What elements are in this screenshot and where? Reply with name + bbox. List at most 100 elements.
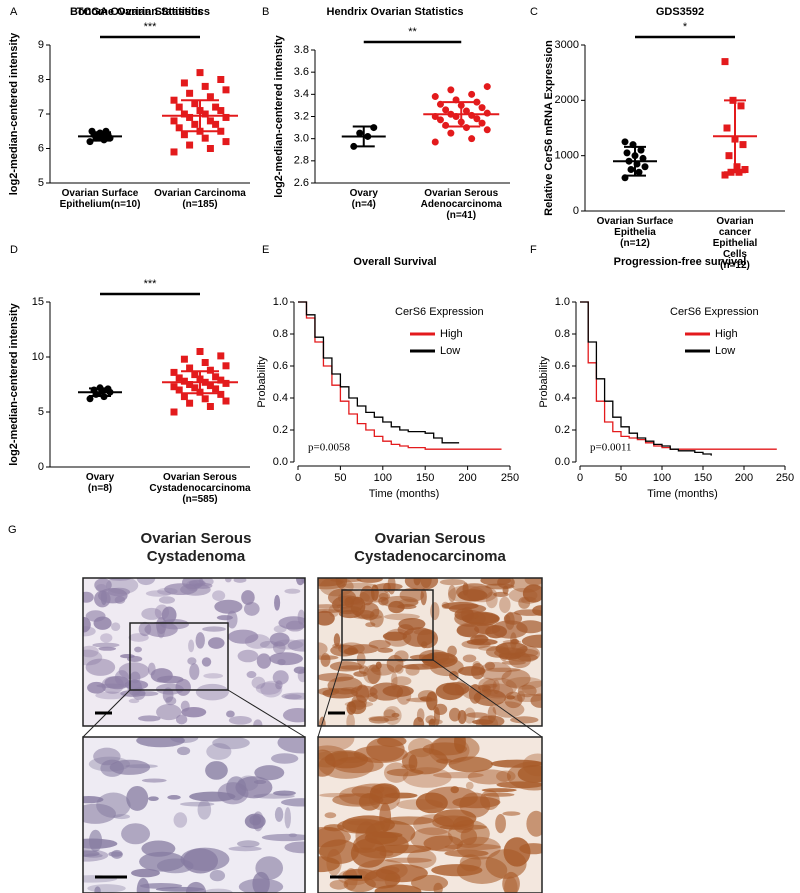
tissue-blob xyxy=(413,814,455,836)
data-point xyxy=(180,377,188,385)
data-point xyxy=(180,79,188,87)
y-axis-label: log2-median-centered intensity xyxy=(8,32,20,195)
tissue-blob xyxy=(85,658,116,676)
tissue-blob xyxy=(167,795,181,800)
tissue-blob xyxy=(353,614,383,620)
tissue-blob xyxy=(368,716,389,724)
tissue-blob xyxy=(318,578,346,590)
tissue-blob xyxy=(367,664,381,685)
tissue-blob xyxy=(365,622,376,628)
data-point xyxy=(431,138,439,146)
tissue-blob xyxy=(281,692,305,700)
data-point xyxy=(201,134,209,142)
tissue-blob xyxy=(397,624,414,636)
tissue-blob xyxy=(407,849,437,869)
data-point xyxy=(627,166,635,173)
data-point xyxy=(170,368,178,376)
tissue-blob xyxy=(201,657,212,667)
x-tick-label: Ovarian Carcinoma (n=185) xyxy=(154,188,246,210)
x-tick-label: 250 xyxy=(501,472,519,484)
data-point xyxy=(212,373,220,381)
x-tick-label: 100 xyxy=(653,472,671,484)
tissue-blob xyxy=(501,660,526,665)
tissue-blob xyxy=(236,840,260,848)
tissue-blob xyxy=(95,691,127,700)
data-point xyxy=(196,348,204,355)
data-point xyxy=(462,124,470,132)
panel-label: G xyxy=(8,524,17,536)
y-tick-label: 0.0 xyxy=(273,456,288,468)
y-tick-label: 10 xyxy=(32,351,44,363)
tissue-blob xyxy=(375,864,428,883)
y-tick-label: 5 xyxy=(38,406,44,418)
data-point xyxy=(191,100,199,108)
y-tick-label: 0.4 xyxy=(555,392,570,404)
tissue-blob xyxy=(278,616,305,630)
tissue-blob xyxy=(452,796,501,809)
data-point xyxy=(186,89,194,97)
data-point xyxy=(175,386,183,394)
y-axis-label: log2-median-centered intensity xyxy=(8,302,20,465)
data-point xyxy=(180,393,188,401)
data-point xyxy=(436,116,444,124)
tissue-blob xyxy=(432,772,484,779)
tissue-blob xyxy=(287,639,305,652)
tissue-blob xyxy=(365,820,416,847)
tissue-blob xyxy=(383,762,409,783)
tissue-blob xyxy=(318,737,355,752)
tissue-blob xyxy=(272,670,289,685)
tissue-blob xyxy=(141,778,167,783)
legend-label: High xyxy=(715,328,738,340)
tissue-blob xyxy=(466,712,488,718)
tissue-blob xyxy=(212,737,250,750)
tissue-blob xyxy=(120,690,146,697)
data-point xyxy=(186,364,194,372)
data-point xyxy=(175,124,183,132)
tissue-blob xyxy=(233,578,247,583)
data-point xyxy=(212,103,220,111)
tissue-blob xyxy=(470,634,489,644)
y-axis-label: Relative CerS6 mRNA Expression xyxy=(543,40,555,216)
data-point xyxy=(217,352,225,360)
tissue-blob xyxy=(189,791,236,802)
tissue-blob xyxy=(347,644,379,654)
x-tick-label: 200 xyxy=(735,472,753,484)
tissue-blob xyxy=(216,615,233,621)
y-tick-label: 9 xyxy=(38,39,44,51)
tissue-image xyxy=(83,578,305,726)
chart-title: Overall Survival xyxy=(353,256,436,268)
tissue-blob xyxy=(418,649,450,665)
data-point xyxy=(186,141,194,149)
panel-label: C xyxy=(530,6,538,18)
x-tick-label: 50 xyxy=(334,472,346,484)
tissue-blob xyxy=(397,604,417,610)
tissue-blob xyxy=(121,823,151,845)
survival-curve xyxy=(298,301,502,450)
data-point xyxy=(212,385,220,393)
tissue-blob xyxy=(344,700,374,708)
tissue-blob xyxy=(363,664,382,684)
tissue-blob xyxy=(377,647,394,653)
data-point xyxy=(191,371,199,379)
tissue-blob xyxy=(256,653,272,669)
tissue-blob xyxy=(449,707,461,722)
tissue-blob xyxy=(473,689,507,707)
tissue-blob xyxy=(136,737,185,748)
data-point xyxy=(737,102,745,110)
tissue-blob xyxy=(284,807,292,829)
tissue-blob xyxy=(269,632,290,647)
tissue-blob xyxy=(413,578,421,586)
tissue-blob xyxy=(521,680,542,696)
tissue-blob xyxy=(277,737,305,754)
tissue-blob xyxy=(206,743,232,760)
histology-title: Ovarian Serous Cystadenocarcinoma xyxy=(354,530,506,565)
tissue-blob xyxy=(176,746,191,756)
tissue-blob xyxy=(356,578,383,583)
tissue-blob xyxy=(329,879,349,890)
data-point xyxy=(186,113,194,121)
tissue-blob xyxy=(456,624,480,638)
data-point xyxy=(483,83,491,91)
y-tick-label: 2.8 xyxy=(294,155,309,167)
tissue-blob xyxy=(444,843,501,851)
data-point xyxy=(356,129,364,137)
